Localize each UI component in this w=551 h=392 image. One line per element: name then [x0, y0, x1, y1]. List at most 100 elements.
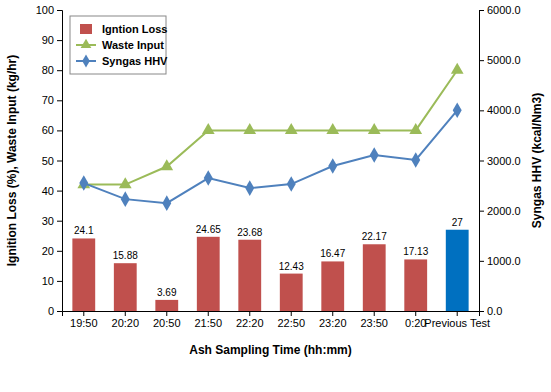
x-tick-mark — [166, 311, 167, 316]
bar — [280, 274, 303, 311]
y2-tick-label: 2000.0 — [487, 205, 521, 217]
y2-tick: 1000.0 — [479, 255, 521, 267]
y-tick-label: 30 — [42, 215, 54, 227]
y2-tick-mark — [479, 311, 484, 312]
axis-line — [63, 312, 480, 317]
data-label: 24.1 — [74, 225, 94, 236]
x-tick-mark — [291, 311, 292, 316]
data-label: 16.47 — [320, 248, 345, 259]
y-tick-label: 100 — [36, 4, 54, 16]
marker — [121, 191, 130, 207]
x-tick: 20:20 — [112, 311, 140, 329]
marker — [162, 195, 171, 211]
y-tick-label: 70 — [42, 94, 54, 106]
x-tick: 0:20 — [405, 311, 426, 329]
x-tick-mark — [83, 311, 84, 316]
marker-series — [77, 63, 463, 188]
marker — [202, 123, 215, 134]
y2-tick-mark — [479, 10, 484, 11]
data-labels: 24.115.883.6924.6523.6812.4316.4722.1717… — [74, 217, 463, 298]
y2-tick-label: 5000.0 — [487, 54, 521, 66]
y2-axis: 0.0 1000.0 2000.0 3000.0 4000.0 5000.0 6000.0 — [479, 4, 521, 317]
x-tick-label: 23:50 — [360, 317, 388, 329]
data-label: 22.17 — [362, 231, 387, 242]
y-tick: 30 — [42, 215, 62, 227]
y-tick-mark — [57, 40, 62, 41]
y2-tick: 0.0 — [479, 305, 502, 317]
bar — [363, 244, 386, 311]
y-axis: 0102030405060708090100 — [36, 4, 63, 317]
x-tick-label: 20:50 — [153, 317, 181, 329]
legend: Igntion LossWaste InputSyngas HHV — [70, 16, 168, 74]
y-tick: 0 — [48, 305, 62, 317]
y-axis-title: Ignition Loss (%), Waste Input (kg/hr) — [5, 55, 19, 267]
legend-entry: Waste Input — [76, 39, 164, 51]
y-tick: 50 — [42, 155, 62, 167]
y2-axis-title: Syngas HHV (kcal/Nm3) — [530, 93, 544, 228]
y-tick-mark — [57, 191, 62, 192]
data-label: 24.65 — [196, 224, 221, 235]
y-tick-label: 20 — [42, 245, 54, 257]
y-tick: 10 — [42, 275, 62, 287]
y2-tick-mark — [479, 211, 484, 212]
x-tick-mark — [374, 311, 375, 316]
y2-tick-mark — [479, 161, 484, 162]
line — [84, 70, 457, 184]
y-tick-label: 40 — [42, 185, 54, 197]
bar — [197, 237, 220, 311]
y2-tick-label: 1000.0 — [487, 255, 521, 267]
marker-series — [79, 103, 461, 211]
y-tick: 80 — [42, 64, 62, 76]
x-tick: 19:50 — [70, 311, 98, 329]
y-tick-label: 50 — [42, 155, 54, 167]
data-label: 17.13 — [403, 246, 428, 257]
y2-tick: 5000.0 — [479, 54, 521, 66]
x-axis: 19:50 20:20 20:50 21:50 22:20 22:50 23:20 23:50… — [63, 311, 491, 329]
x-tick-label: 23:20 — [319, 317, 347, 329]
y-tick-mark — [57, 281, 62, 282]
bar-series — [72, 230, 468, 311]
y2-tick-label: 3000.0 — [487, 155, 521, 167]
y-tick-mark — [57, 311, 62, 312]
x-tick: 23:50 — [360, 311, 388, 329]
x-tick: 23:20 — [319, 311, 347, 329]
marker — [370, 147, 379, 163]
x-tick-mark — [208, 311, 209, 316]
marker — [411, 152, 420, 168]
y2-tick: 2000.0 — [479, 205, 521, 217]
y2-tick-mark — [479, 261, 484, 262]
line — [84, 110, 457, 203]
marker — [328, 158, 337, 174]
x-tick-label: 22:50 — [277, 317, 305, 329]
bar — [404, 259, 427, 311]
bar — [155, 300, 178, 311]
x-tick-mark — [457, 311, 458, 316]
y-tick-mark — [57, 161, 62, 162]
marker — [287, 176, 296, 192]
x-tick: 22:20 — [236, 311, 264, 329]
data-label: 27 — [452, 217, 464, 228]
bar — [321, 261, 344, 311]
y2-tick-mark — [479, 60, 484, 61]
y2-tick-label: 4000.0 — [487, 104, 521, 116]
marker — [160, 159, 173, 170]
y-tick-mark — [57, 70, 62, 71]
x-tick-mark — [249, 311, 250, 316]
y-tick-label: 10 — [42, 275, 54, 287]
y-tick-mark — [57, 10, 62, 11]
bar — [446, 230, 469, 311]
y2-tick: 6000.0 — [479, 4, 521, 16]
y2-tick-label: 6000.0 — [487, 4, 521, 16]
marker — [368, 123, 381, 134]
legend-entry: Syngas HHV — [76, 54, 168, 67]
marker — [326, 123, 339, 134]
y2-tick-mark — [479, 110, 484, 111]
x-tick: 22:50 — [277, 311, 305, 329]
x-tick-label: 22:20 — [236, 317, 264, 329]
x-tick-label: 21:50 — [194, 317, 222, 329]
y-tick: 40 — [42, 185, 62, 197]
y-tick: 100 — [36, 4, 62, 16]
y2-tick-label: 0.0 — [487, 305, 502, 317]
x-tick-label: Previous Test — [424, 317, 490, 329]
legend-swatch — [80, 24, 92, 34]
